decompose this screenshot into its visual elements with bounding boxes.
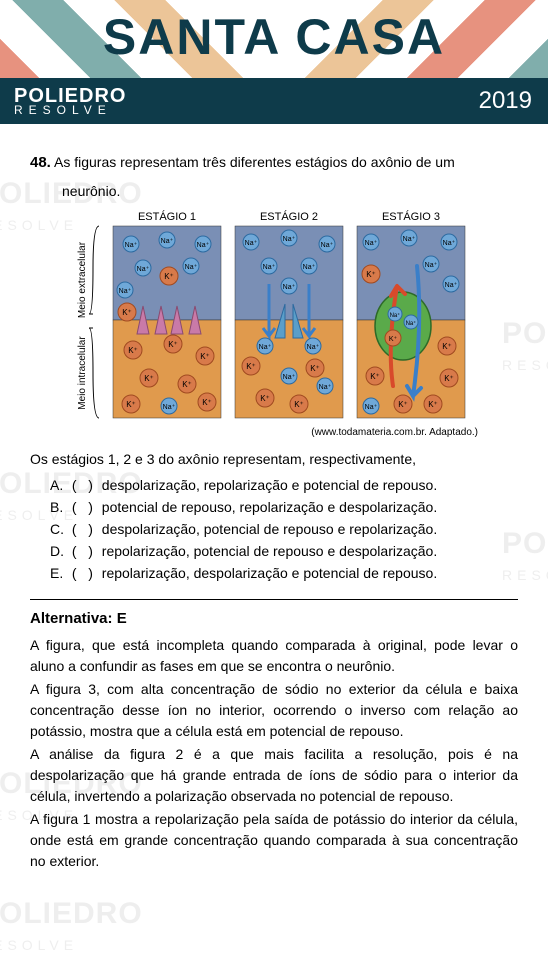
explain-p1: A figura, que está incompleta quando com… — [30, 635, 518, 677]
brand-block: POLIEDRO RESOLVE — [14, 86, 126, 116]
label-extracellular: Meio extracelular — [77, 241, 88, 318]
svg-text:K⁺: K⁺ — [294, 400, 304, 409]
svg-text:Na⁺: Na⁺ — [319, 384, 332, 391]
svg-text:K⁺: K⁺ — [164, 272, 174, 281]
svg-text:Na⁺: Na⁺ — [119, 288, 132, 295]
svg-text:Na⁺: Na⁺ — [137, 266, 150, 273]
explain-p3: A análise da figura 2 é a que mais facil… — [30, 744, 518, 807]
svg-text:K⁺: K⁺ — [122, 308, 132, 317]
option-b: B. ( ) potencial de repouso, repolarizaç… — [50, 499, 518, 515]
svg-text:Na⁺: Na⁺ — [406, 320, 417, 327]
svg-text:Na⁺: Na⁺ — [245, 240, 258, 247]
svg-text:Na⁺: Na⁺ — [259, 344, 272, 351]
svg-text:Na⁺: Na⁺ — [445, 282, 458, 289]
svg-text:Na⁺: Na⁺ — [185, 264, 198, 271]
option-d: D. ( ) repolarização, potencial de repou… — [50, 543, 518, 559]
svg-text:K⁺: K⁺ — [182, 380, 192, 389]
svg-text:Na⁺: Na⁺ — [403, 236, 416, 243]
svg-text:Na⁺: Na⁺ — [425, 262, 438, 269]
question-number: 48. — [30, 154, 51, 171]
explain-p2: A figura 3, com alta concentração de sód… — [30, 679, 518, 742]
figure-source: (www.todamateria.com.br. Adaptado.) — [30, 427, 518, 438]
svg-text:K⁺: K⁺ — [442, 342, 452, 351]
option-e: E. ( ) repolarização, despolarização e p… — [50, 565, 518, 581]
svg-text:K⁺: K⁺ — [128, 346, 138, 355]
svg-text:K⁺: K⁺ — [126, 400, 136, 409]
svg-text:Na⁺: Na⁺ — [321, 242, 334, 249]
svg-text:K⁺: K⁺ — [370, 372, 380, 381]
header-bar: POLIEDRO RESOLVE 2019 — [0, 78, 548, 124]
svg-text:K⁺: K⁺ — [260, 394, 270, 403]
svg-text:Na⁺: Na⁺ — [163, 404, 176, 411]
stage2-label: ESTÁGIO 2 — [260, 210, 318, 223]
options-list: A. ( ) despolarização, repolarização e p… — [30, 477, 518, 581]
explanation: A figura, que está incompleta quando com… — [30, 635, 518, 872]
exam-year: 2019 — [479, 87, 532, 115]
svg-text:Na⁺: Na⁺ — [443, 240, 456, 247]
svg-text:K⁺: K⁺ — [246, 362, 256, 371]
neuron-stages-diagram: Meio extracelular Meio intracelular ESTÁ… — [59, 208, 489, 422]
svg-text:Na⁺: Na⁺ — [365, 240, 378, 247]
svg-text:Na⁺: Na⁺ — [365, 404, 378, 411]
figure: Meio extracelular Meio intracelular ESTÁ… — [30, 208, 518, 425]
explain-p4: A figura 1 mostra a repolarização pela s… — [30, 809, 518, 872]
svg-text:Na⁺: Na⁺ — [283, 374, 296, 381]
exam-title: SANTA CASA — [0, 8, 548, 66]
svg-text:Na⁺: Na⁺ — [390, 312, 401, 319]
brand-subtitle: RESOLVE — [14, 104, 126, 116]
svg-text:K⁺: K⁺ — [144, 374, 154, 383]
svg-text:K⁺: K⁺ — [168, 340, 178, 349]
stage3-label: ESTÁGIO 3 — [382, 210, 440, 223]
stage1-label: ESTÁGIO 1 — [138, 210, 196, 223]
watermark: POLIEDRORESOLVE — [0, 900, 143, 954]
svg-text:Na⁺: Na⁺ — [283, 236, 296, 243]
option-a: A. ( ) despolarização, repolarização e p… — [50, 477, 518, 493]
answer-label: Alternativa: E — [30, 610, 518, 627]
svg-text:Na⁺: Na⁺ — [161, 238, 174, 245]
page-header: SANTA CASA POLIEDRO RESOLVE 2019 — [0, 0, 548, 128]
option-c: C. ( ) despolarização, potencial de repo… — [50, 521, 518, 537]
svg-text:K⁺: K⁺ — [202, 398, 212, 407]
svg-text:Na⁺: Na⁺ — [283, 284, 296, 291]
svg-text:K⁺: K⁺ — [428, 400, 438, 409]
question-stem: Os estágios 1, 2 e 3 do axônio represent… — [30, 450, 518, 470]
svg-text:K⁺: K⁺ — [444, 374, 454, 383]
svg-text:K⁺: K⁺ — [366, 270, 376, 279]
svg-text:Na⁺: Na⁺ — [125, 242, 138, 249]
svg-text:K⁺: K⁺ — [398, 400, 408, 409]
label-intracellular: Meio intracelular — [77, 335, 88, 409]
section-divider — [30, 599, 518, 600]
svg-text:Na⁺: Na⁺ — [307, 344, 320, 351]
content-area: 48. As figuras representam três diferent… — [0, 128, 548, 890]
svg-text:K⁺: K⁺ — [310, 364, 320, 373]
svg-text:Na⁺: Na⁺ — [303, 264, 316, 271]
question-line2: neurônio. — [30, 181, 518, 202]
svg-text:Na⁺: Na⁺ — [197, 242, 210, 249]
svg-text:Na⁺: Na⁺ — [263, 264, 276, 271]
question-line1: As figuras representam três diferentes e… — [54, 154, 455, 170]
svg-text:K⁺: K⁺ — [389, 336, 398, 343]
question-text: 48. As figuras representam três diferent… — [30, 152, 518, 175]
svg-text:K⁺: K⁺ — [200, 352, 210, 361]
